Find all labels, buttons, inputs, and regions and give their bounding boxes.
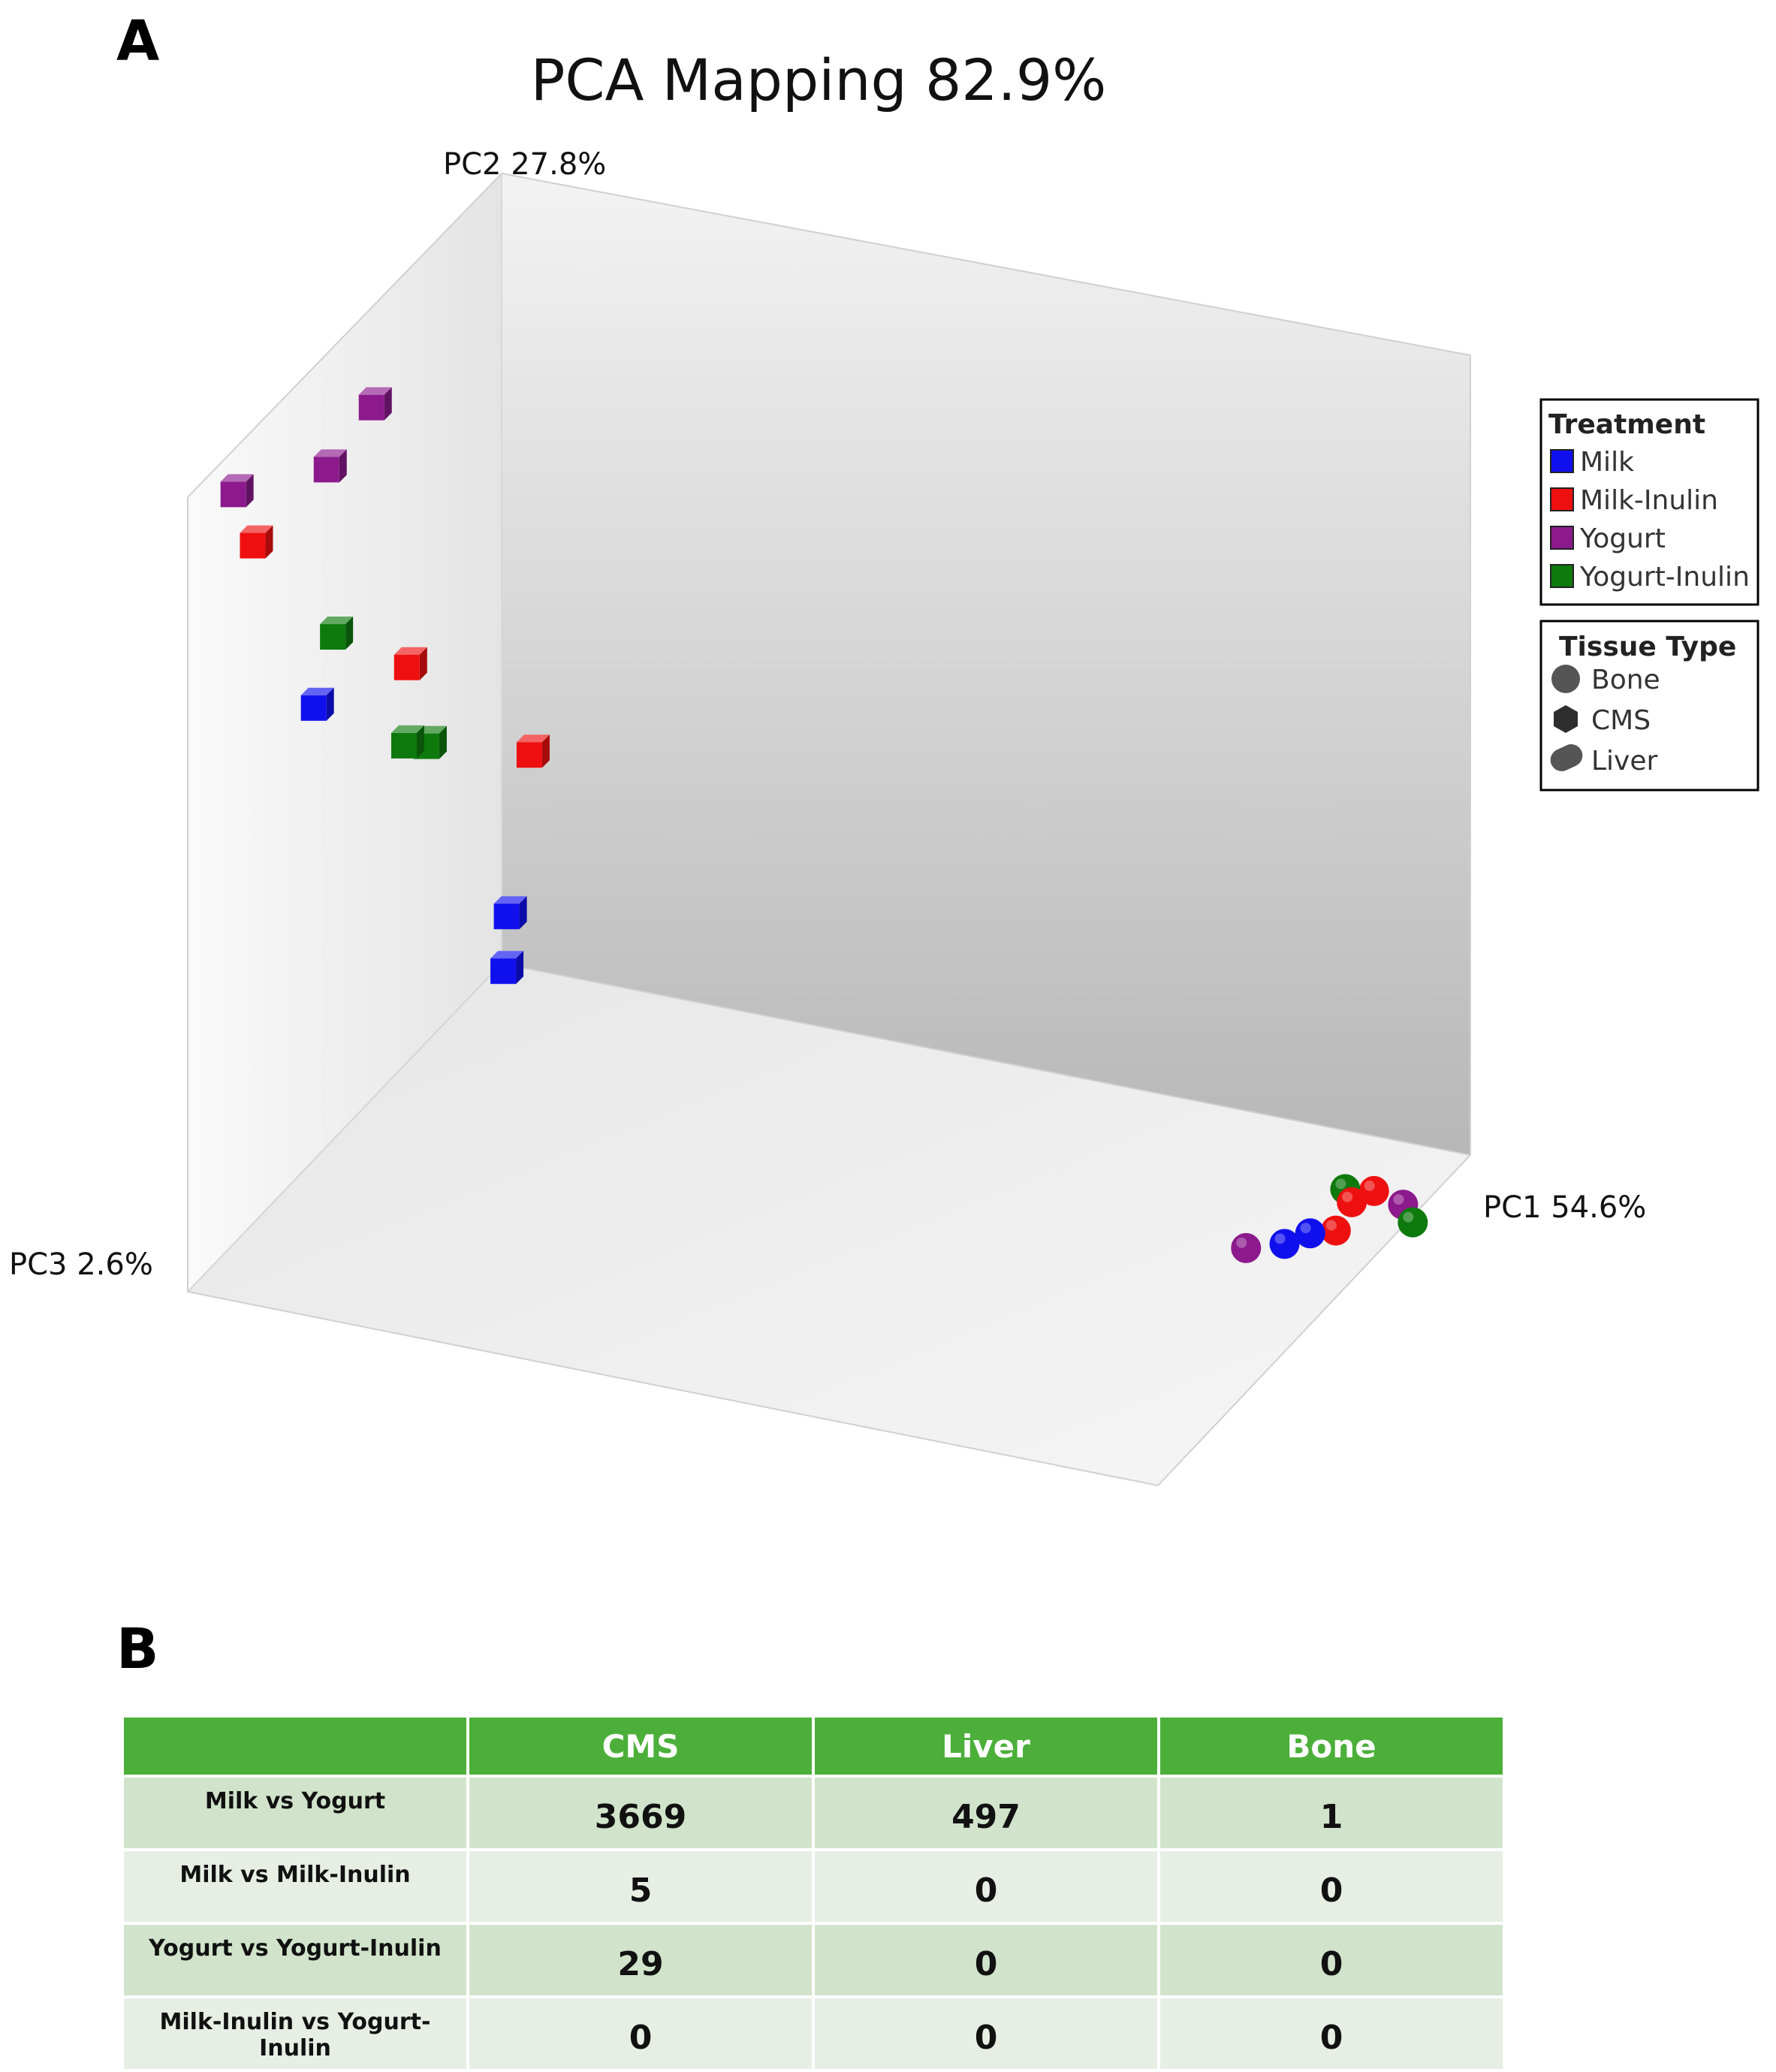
legend-treatment-item: Yogurt [1550, 523, 1666, 554]
comparison-table: CMS Liver Bone Milk vs Yogurt 3669 497 1 Milk … [121, 1715, 1506, 2072]
table-header-cms: CMS [469, 1718, 812, 1775]
legend-treatment-label: Milk-Inulin [1580, 485, 1718, 516]
data-point-cms [490, 951, 524, 985]
data-point-cms [390, 725, 424, 759]
table-cell: 0 [815, 1851, 1157, 1922]
table-cell: 3669 [469, 1778, 812, 1848]
legend-treatment-item: Yogurt-Inulin [1550, 562, 1750, 593]
legend-treatment-label: Milk [1580, 447, 1634, 478]
data-point-bone [1358, 1175, 1389, 1206]
legend-swatch [1550, 487, 1574, 511]
box-inner-edge [501, 963, 1471, 1156]
table-cell: 0 [815, 1925, 1157, 1995]
legend-tissue-box [1539, 620, 1759, 792]
table-row-label: Milk vs Yogurt [124, 1778, 466, 1848]
box-inner-edge-3 [187, 963, 502, 1292]
data-point-bone [1337, 1187, 1367, 1217]
data-point-cms [313, 449, 347, 483]
data-point-cms [220, 474, 254, 508]
back-wall [502, 173, 1470, 1155]
legend-treatment-item: Milk [1550, 447, 1634, 478]
data-point-cms [240, 525, 273, 559]
table-row: Milk vs Milk-Inulin 5 0 0 [124, 1851, 1503, 1922]
table-cell: 5 [469, 1851, 812, 1922]
plot-box [187, 172, 1471, 1487]
table-cell: 497 [815, 1778, 1157, 1848]
sphere-icon [1551, 665, 1580, 693]
data-point-bone [1320, 1215, 1351, 1246]
table-cell: 1 [1160, 1778, 1503, 1848]
left-wall [188, 173, 502, 1292]
data-point-bone [1295, 1218, 1325, 1249]
legend-tissue-title: Tissue Type [1559, 632, 1736, 662]
data-point-bone [1398, 1207, 1428, 1238]
table-cell: 29 [469, 1925, 812, 1995]
table-body: Milk vs Yogurt 3669 497 1 Milk vs Milk-Inuli… [124, 1778, 1503, 2069]
cube-icon [1554, 705, 1578, 733]
legend-treatment: Treatment Milk Milk-Inulin Yogurt Yogurt-In… [1539, 398, 1759, 606]
table-cell: 0 [815, 1998, 1157, 2069]
axis-label-pc3: PC3 2.6% [9, 1247, 153, 1282]
legend-treatment-item: Milk-Inulin [1550, 485, 1718, 516]
panel-a-label: A [116, 9, 159, 74]
table-header-row: CMS Liver Bone [124, 1718, 1503, 1775]
data-point-bone [1269, 1229, 1300, 1259]
cylinder-icon [1550, 744, 1583, 771]
legend-treatment-box [1539, 398, 1759, 606]
table-header-empty [124, 1718, 466, 1775]
legend-swatch [1550, 449, 1574, 473]
legend-swatch [1550, 564, 1574, 588]
legend-tissue: Tissue Type Bone CMS Liver [1539, 620, 1759, 792]
table-header-liver: Liver [815, 1718, 1157, 1775]
legend-treatment-title: Treatment [1548, 409, 1705, 440]
table-row: Milk vs Yogurt 3669 497 1 [124, 1778, 1503, 1848]
axis-label-pc2: PC2 27.8% [443, 147, 606, 182]
data-point-cms [320, 617, 354, 650]
legend-tissue-label: CMS [1591, 705, 1651, 736]
table-row-label: Milk vs Milk-Inulin [124, 1851, 466, 1922]
table-header-bone: Bone [1160, 1718, 1503, 1775]
legend-tissue-item: Liver [1550, 744, 1658, 777]
data-points [220, 387, 1428, 1263]
legend-tissue-item: CMS [1554, 705, 1651, 736]
table-row-label: Milk-Inulin vs Yogurt-Inulin [124, 1998, 466, 2069]
table-row: Milk-Inulin vs Yogurt-Inulin 0 0 0 [124, 1998, 1503, 2069]
legend-treatment-label: Yogurt-Inulin [1579, 562, 1750, 593]
table-row: Yogurt vs Yogurt-Inulin 29 0 0 [124, 1925, 1503, 1995]
axis-label-pc1: PC1 54.6% [1483, 1190, 1646, 1225]
table-cell: 0 [1160, 1998, 1503, 2069]
data-point-cms [393, 647, 427, 680]
legend-swatch [1550, 526, 1574, 550]
legend-tissue-label: Bone [1591, 665, 1660, 695]
table-row-label: Yogurt vs Yogurt-Inulin [124, 1925, 466, 1995]
data-point-bone [1231, 1232, 1262, 1263]
panel-b-label: B [116, 1617, 158, 1681]
data-point-cms [493, 896, 527, 930]
legend-tissue-item: Bone [1551, 665, 1660, 695]
table-cell: 0 [1160, 1851, 1503, 1922]
data-point-cms [300, 687, 334, 721]
legend-tissue-label: Liver [1591, 746, 1658, 777]
data-point-cms [516, 734, 550, 768]
chart-title: PCA Mapping 82.9% [531, 47, 1107, 113]
data-point-cms [358, 387, 392, 421]
legend-treatment-label: Yogurt [1579, 523, 1666, 554]
table-cell: 0 [469, 1998, 812, 2069]
table-cell: 0 [1160, 1925, 1503, 1995]
